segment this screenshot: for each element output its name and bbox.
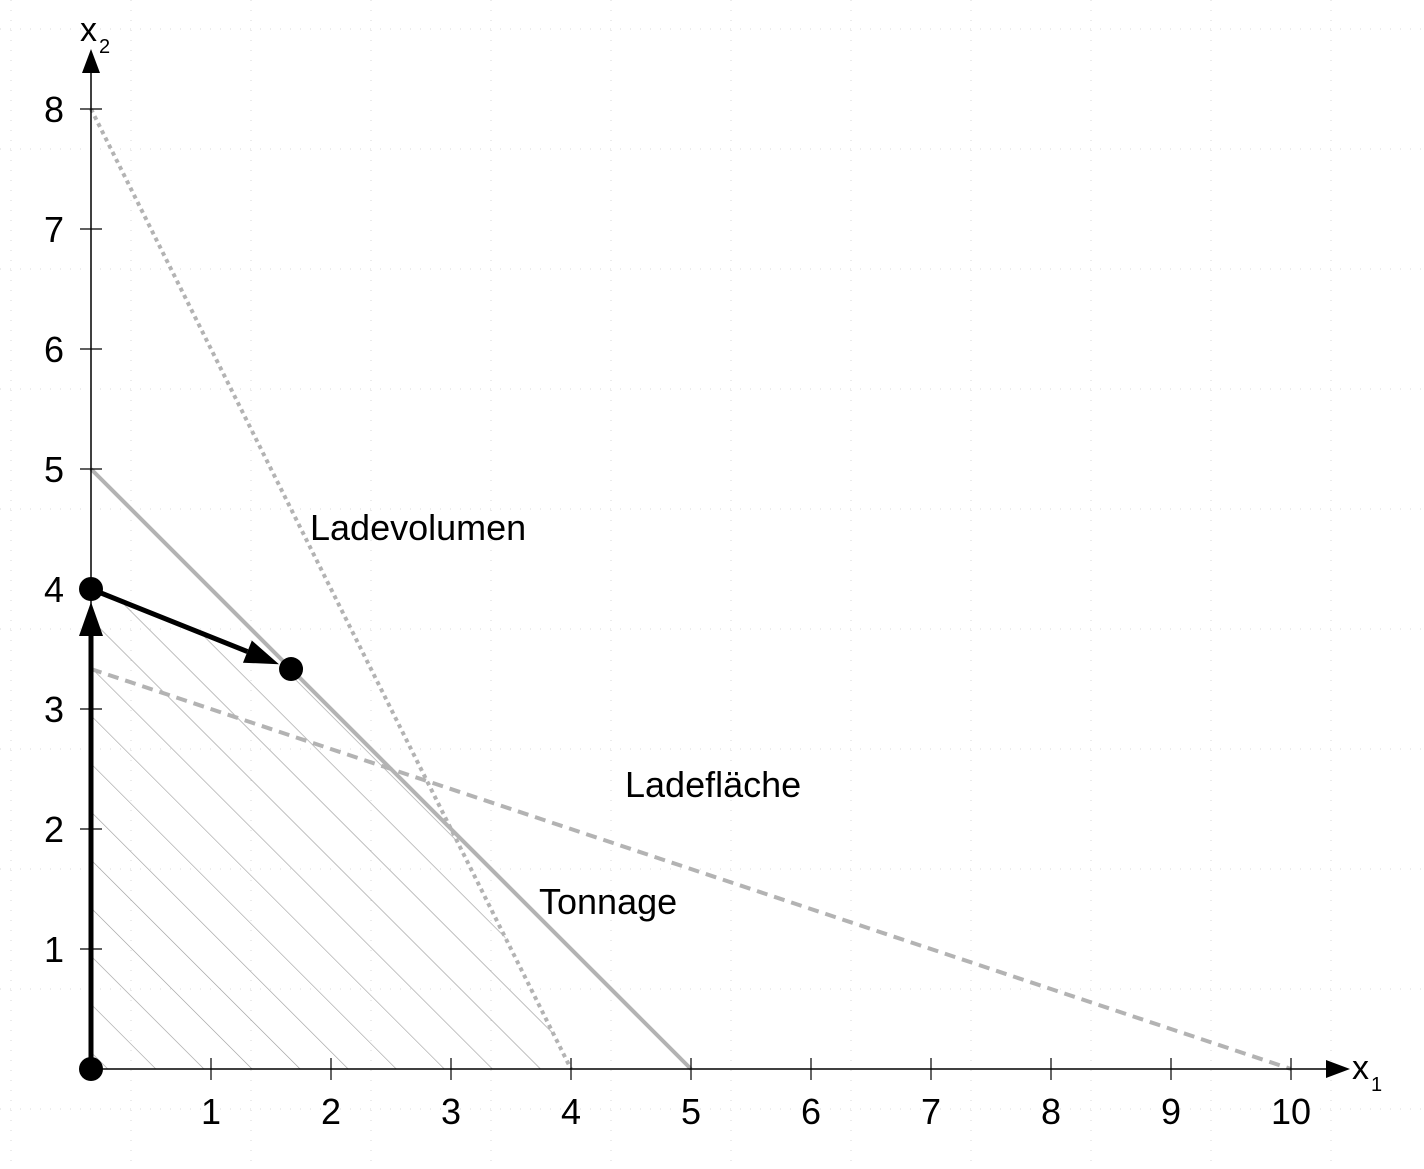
path-arrowhead [79,602,103,636]
path-arrowhead [242,640,279,665]
y-axis-arrowhead [82,49,100,73]
x-tick-label: 10 [1271,1091,1311,1132]
label-tonnage: Tonnage [539,881,677,922]
x-tick-label: 2 [321,1091,341,1132]
x-tick-label: 7 [921,1091,941,1132]
x-tick-label: 3 [441,1091,461,1132]
y-tick-label: 5 [44,449,64,490]
label-ladevolumen: Ladevolumen [310,507,526,548]
x-tick-label: 1 [201,1091,221,1132]
y-tick-label: 8 [44,89,64,130]
constraint-lines [89,108,1292,1071]
y-tick-label: 7 [44,209,64,250]
x-tick-label: 4 [561,1091,581,1132]
constraint-line-ladevolumen [89,108,573,1070]
y-tick-label: 4 [44,569,64,610]
x-tick-label: 8 [1041,1091,1061,1132]
y-tick-label: 1 [44,929,64,970]
path-vertex [279,657,304,682]
path-vertex [79,577,103,601]
y-tick-label: 2 [44,809,64,850]
constraint-line-ladeflaeche [90,667,1292,1071]
axes: 1 2 3 4 5 6 7 8 9 10 1 2 3 4 5 6 7 8 [44,49,1350,1132]
y-tick-label: 3 [44,689,64,730]
simplex-path [79,577,304,1081]
y-tick-label: 6 [44,329,64,370]
feasible-region [91,589,571,1069]
x-tick-label: 6 [801,1091,821,1132]
x-tick-label: 5 [681,1091,701,1132]
path-segment [90,586,249,654]
x-tick-label: 9 [1161,1091,1181,1132]
x-axis-arrowhead [1326,1060,1350,1078]
feasible-region-layer [91,589,571,1069]
label-ladeflaeche: Ladefläche [625,764,801,805]
path-vertex [79,1057,103,1081]
